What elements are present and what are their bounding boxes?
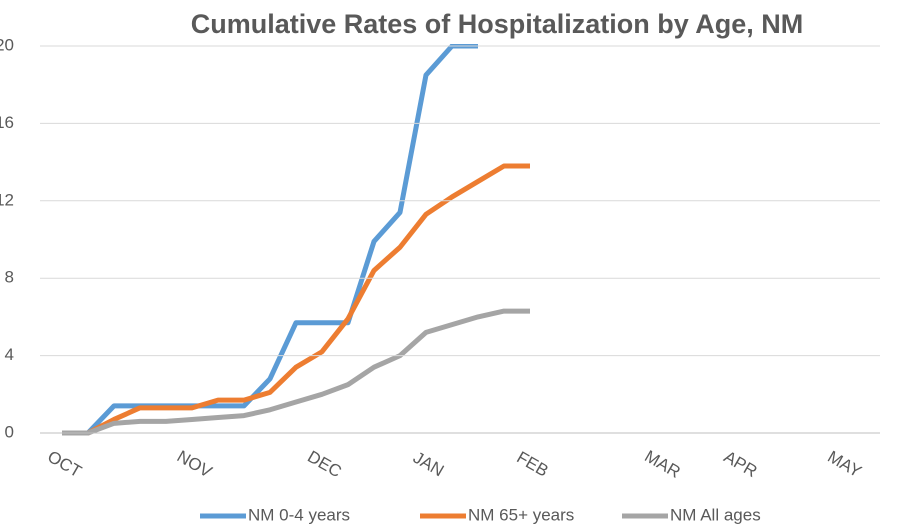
x-tick-label: FEB <box>513 448 551 481</box>
x-tick-label: DEC <box>304 447 345 481</box>
y-tick-label: 12 <box>0 190 14 209</box>
x-tick-label: NOV <box>174 447 216 482</box>
y-tick-label: 20 <box>0 35 14 54</box>
y-tick-label: 16 <box>0 113 14 132</box>
y-tick-label: 8 <box>5 268 14 287</box>
series-line <box>62 44 478 436</box>
series-line <box>62 308 530 436</box>
x-tick-label: MAR <box>641 446 683 481</box>
x-tick-label: APR <box>721 447 761 481</box>
y-tick-label: 0 <box>5 422 14 441</box>
legend-label: NM 65+ years <box>468 505 574 524</box>
x-tick-label: OCT <box>44 447 85 481</box>
x-tick-label: JAN <box>410 448 447 481</box>
series-line <box>62 163 530 436</box>
legend-label: NM All ages <box>670 505 761 524</box>
plot-area <box>62 44 530 436</box>
x-tick-label: MAY <box>824 447 864 481</box>
chart-title: Cumulative Rates of Hospitalization by A… <box>191 9 804 39</box>
legend-label: NM 0-4 years <box>248 505 350 524</box>
y-tick-label: 4 <box>5 345 14 364</box>
